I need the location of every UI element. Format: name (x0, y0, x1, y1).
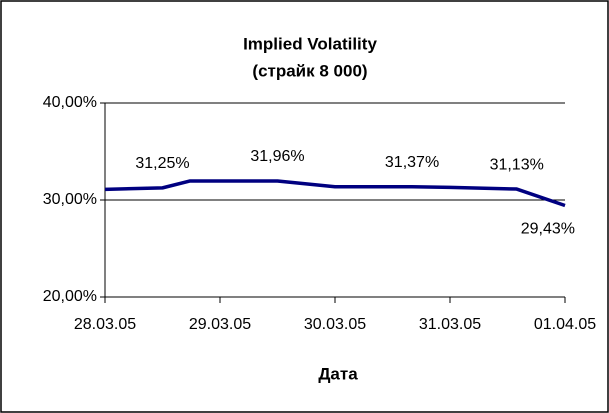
x-tick-label: 28.03.05 (74, 316, 136, 333)
y-tick-label: 30,00% (43, 191, 97, 208)
chart-subtitle: (страйк 8 000) (252, 61, 367, 80)
data-label: 29,43% (521, 221, 575, 238)
data-label: 31,25% (135, 155, 189, 172)
chart-title: Implied Volatility (243, 34, 377, 53)
x-tick-label: 31.03.05 (419, 316, 481, 333)
x-tick-label: 29.03.05 (189, 316, 251, 333)
data-label: 31,13% (490, 156, 544, 173)
x-axis-title: Дата (318, 364, 358, 383)
data-label: 31,96% (250, 148, 304, 165)
line-series (104, 179, 566, 208)
data-label: 31,37% (385, 154, 439, 171)
y-tick-label: 20,00% (43, 288, 97, 305)
x-tick-label: 30.03.05 (304, 316, 366, 333)
x-tick-label: 01.04.05 (534, 316, 596, 333)
y-tick-label: 40,00% (43, 94, 97, 111)
